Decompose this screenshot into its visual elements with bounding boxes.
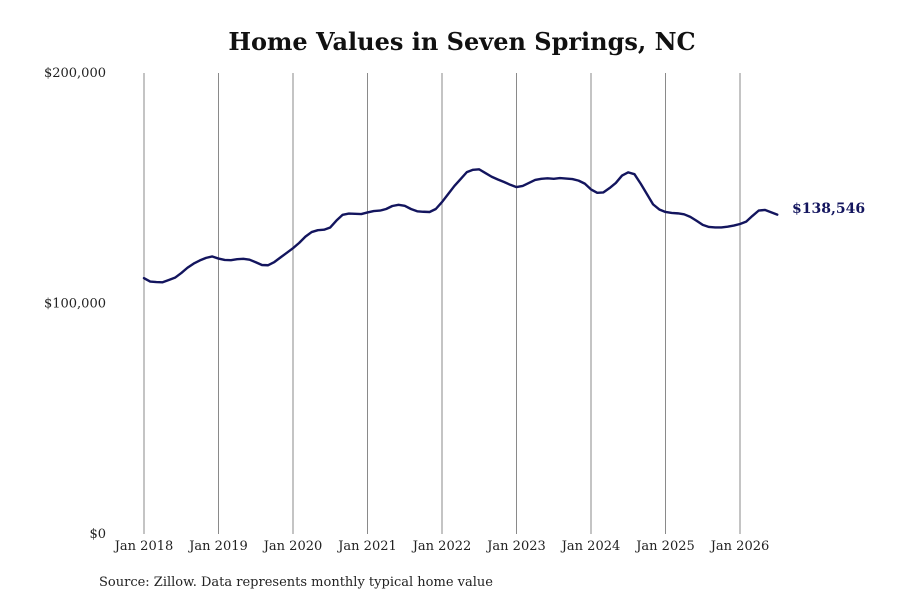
latest-value-label: $138,546 — [792, 201, 865, 217]
y-tick-label: $0 — [89, 527, 106, 542]
y-tick-label: $200,000 — [44, 66, 106, 81]
y-tick-label: $100,000 — [44, 297, 106, 312]
x-tick-label: Jan 2024 — [560, 539, 621, 554]
vertical-gridlines — [143, 73, 741, 534]
x-tick-label: Jan 2018 — [113, 539, 174, 554]
x-tick-label: Jan 2023 — [485, 539, 546, 554]
chart-title: Home Values in Seven Springs, NC — [228, 27, 695, 56]
x-tick-label: Jan 2026 — [709, 539, 770, 554]
x-axis-ticks: Jan 2018 Jan 2019 Jan 2020 Jan 2021 Jan 2022… — [113, 539, 770, 554]
x-tick-label: Jan 2019 — [187, 539, 248, 554]
home-value-line — [142, 168, 779, 284]
source-note: Source: Zillow. Data represents monthly … — [99, 575, 493, 590]
y-axis-ticks: $0 $100,000 $200,000 — [44, 66, 106, 542]
x-tick-label: Jan 2025 — [634, 539, 695, 554]
x-tick-label: Jan 2020 — [262, 539, 323, 554]
x-tick-label: Jan 2021 — [336, 539, 397, 554]
x-tick-label: Jan 2022 — [411, 539, 472, 554]
